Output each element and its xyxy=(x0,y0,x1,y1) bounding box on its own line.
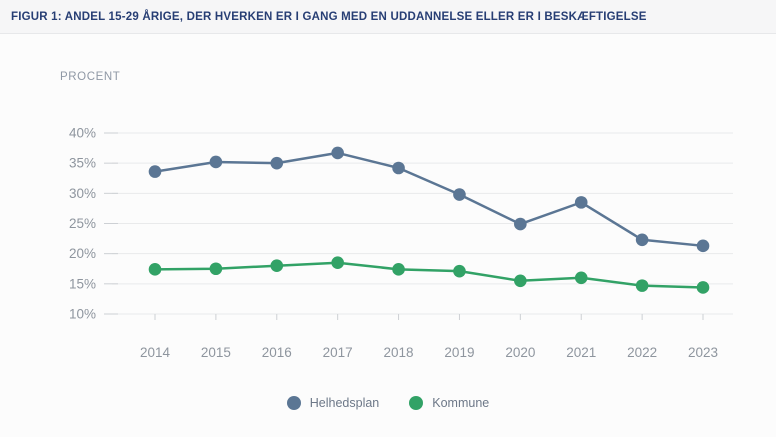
x-tick-label: 2015 xyxy=(201,345,231,360)
data-point-helhedsplan-2015 xyxy=(209,155,223,169)
legend-label-helhedsplan: Helhedsplan xyxy=(309,396,380,410)
data-point-helhedsplan-2021 xyxy=(574,196,588,209)
x-tick-label: 2018 xyxy=(384,345,414,360)
data-point-helhedsplan-2022 xyxy=(635,233,649,247)
y-tick-label: 25% xyxy=(69,216,96,231)
legend-label-kommune: Kommune xyxy=(432,396,490,410)
legend-item-kommune[interactable]: Kommune xyxy=(409,396,489,410)
y-tick-label: 15% xyxy=(69,276,96,291)
x-tick-label: 2021 xyxy=(566,345,596,360)
kommune-legend-dot-icon xyxy=(409,396,424,410)
x-tick-label: 2017 xyxy=(323,345,353,360)
data-point-helhedsplan-2017 xyxy=(331,146,344,160)
x-tick-label: 2014 xyxy=(140,345,171,360)
x-tick-label: 2023 xyxy=(688,345,718,360)
figure-title: FIGUR 1: ANDEL 15-29 ÅRIGE, DER HVERKEN … xyxy=(11,10,647,23)
helhedsplan-legend-dot-icon xyxy=(286,396,301,410)
y-tick-label: 20% xyxy=(69,246,96,261)
data-point-helhedsplan-2023 xyxy=(696,239,710,253)
data-point-kommune-2019 xyxy=(453,264,466,278)
series-line-kommune xyxy=(153,261,705,289)
data-point-kommune-2017 xyxy=(331,256,344,270)
data-point-kommune-2022 xyxy=(635,279,649,292)
x-tick-label: 2019 xyxy=(444,345,474,360)
legend-item-helhedsplan[interactable]: Helhedsplan xyxy=(286,396,380,410)
x-tick-label: 2020 xyxy=(505,345,535,360)
y-axis-unit-label: PROCENT xyxy=(60,71,121,83)
series-line-helhedsplan xyxy=(153,151,705,248)
data-point-helhedsplan-2014 xyxy=(148,165,162,178)
data-point-kommune-2021 xyxy=(574,271,588,285)
data-point-helhedsplan-2020 xyxy=(514,217,527,231)
figure-title-bar: FIGUR 1: ANDEL 15-29 ÅRIGE, DER HVERKEN … xyxy=(0,0,776,34)
data-point-helhedsplan-2018 xyxy=(392,161,405,175)
y-tick-label: 30% xyxy=(69,186,96,201)
data-point-kommune-2016 xyxy=(270,259,284,273)
x-tick-label: 2022 xyxy=(627,345,657,360)
data-point-helhedsplan-2016 xyxy=(270,156,284,170)
y-tick-label: 10% xyxy=(69,306,96,321)
data-point-kommune-2015 xyxy=(209,262,223,276)
data-point-kommune-2014 xyxy=(148,263,162,276)
data-point-kommune-2023 xyxy=(696,281,710,294)
data-point-kommune-2020 xyxy=(514,274,527,288)
y-tick-label: 35% xyxy=(69,156,96,171)
data-point-helhedsplan-2019 xyxy=(453,188,466,201)
y-tick-label: 40% xyxy=(69,126,96,141)
x-tick-label: 2016 xyxy=(262,345,292,360)
data-point-kommune-2018 xyxy=(392,263,405,276)
chart-legend: Helhedsplan Kommune xyxy=(0,393,776,413)
